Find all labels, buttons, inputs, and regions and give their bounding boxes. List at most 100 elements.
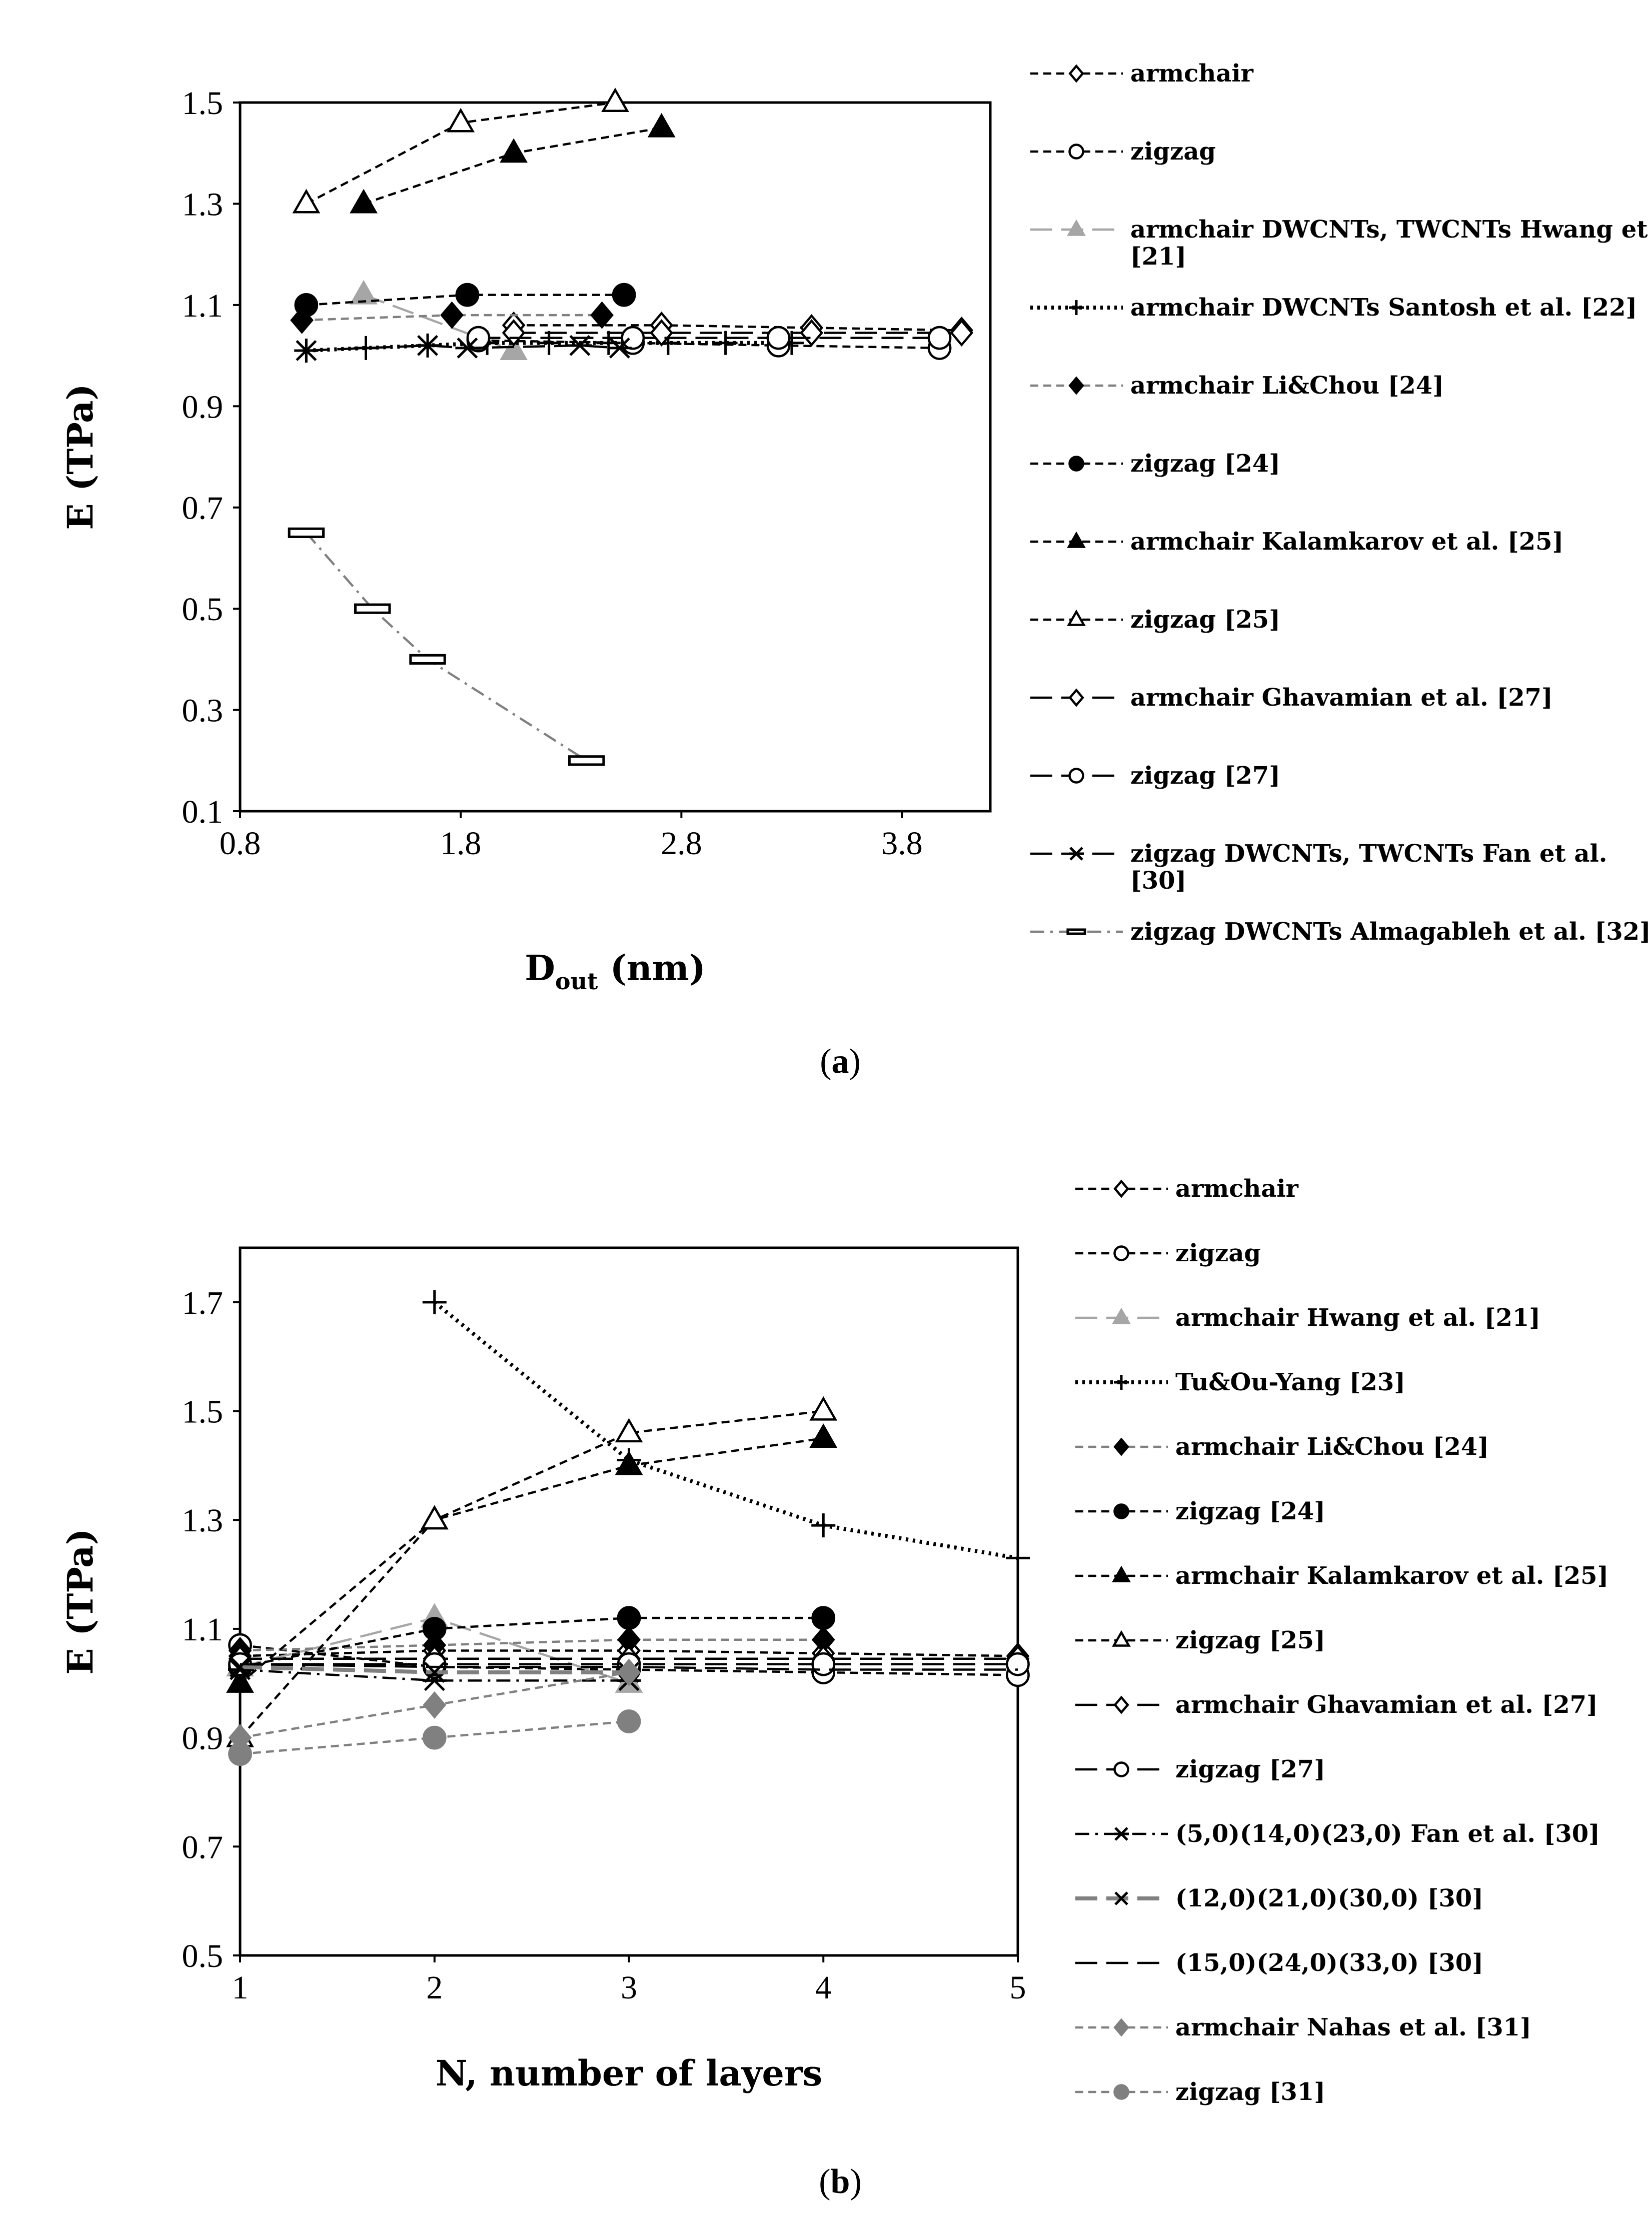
- y-tick-label: 0.1: [182, 794, 224, 830]
- series-line: [478, 339, 940, 350]
- y-tick-label: 1.1: [182, 288, 224, 324]
- series-line: [305, 532, 587, 762]
- data-point: [568, 335, 592, 356]
- chart-caption: (a): [820, 1042, 861, 1081]
- x-tick-label: 1.8: [440, 825, 482, 862]
- chart-caption: (b): [819, 2162, 862, 2201]
- legend-entry: armchair Kalamkarov et al. [25]: [1030, 528, 1563, 556]
- legend-label: armchair Nahas et al. [31]: [1175, 2013, 1531, 2041]
- data-point: [422, 1725, 447, 1750]
- legend-entry: zigzag: [1030, 138, 1216, 166]
- data-point: [422, 1652, 447, 1676]
- legend-label: armchair Li&Chou [24]: [1130, 372, 1444, 400]
- data-point: [423, 1691, 447, 1719]
- data-point: [230, 1656, 251, 1678]
- legend-marker: [1068, 688, 1084, 707]
- legend-entry: armchair: [1030, 60, 1254, 88]
- series-line: [240, 1668, 629, 1682]
- data-point: [500, 138, 528, 163]
- legend-label: armchair Hwang et al. [21]: [1175, 1304, 1540, 1332]
- legend-entry: armchair Li&Chou [24]: [1030, 372, 1444, 400]
- data-point: [422, 1290, 447, 1314]
- chart-a: 0.8 1.8 2.8 3.8 0.1 0.3 0.5 0.7 0.9 1.1 1.3 1.5 E (T…: [60, 60, 1652, 1081]
- data-point: [766, 326, 791, 350]
- data-point: [1006, 1652, 1030, 1676]
- legend-entry: armchair Ghavamian et al. [27]: [1075, 1691, 1598, 1719]
- legend-entry: zigzag [25]: [1030, 606, 1280, 634]
- legend-label: armchair Kalamkarov et al. [25]: [1130, 528, 1563, 556]
- series-zigzag-31: [228, 1709, 641, 1766]
- series-12-0-21-0-30-0-30: [230, 1656, 640, 1683]
- legend-label: armchair Li&Chou [24]: [1175, 1433, 1489, 1461]
- legend-label: zigzag DWCNTs Almagableh et al. [32]: [1130, 918, 1651, 946]
- legend-marker: [1114, 1891, 1128, 1905]
- legend-label: armchair Ghavamian et al. [27]: [1175, 1691, 1598, 1719]
- legend-label: armchair Kalamkarov et al. [25]: [1175, 1562, 1608, 1590]
- data-point: [650, 319, 674, 347]
- legend-label: (15,0)(24,0)(33,0) [30]: [1175, 1949, 1483, 1977]
- legend-label: armchair DWCNTs Santosh et al. [22]: [1130, 294, 1637, 322]
- legend-label: armchair DWCNTs, TWCNTs Hwang et al. [21]: [1130, 216, 1652, 271]
- legend-entry: zigzag [27]: [1030, 762, 1280, 790]
- y-tick-label: 1.3: [182, 1502, 224, 1539]
- legend-entry: zigzag [31]: [1075, 2078, 1325, 2106]
- legend-label: zigzag [27]: [1130, 762, 1280, 790]
- x-tick-label: 1: [232, 1969, 249, 2006]
- legend-label: zigzag [27]: [1175, 1755, 1325, 1783]
- series-zigzag-25: [226, 1396, 838, 1747]
- legend-entry: armchair: [1075, 1175, 1299, 1203]
- legend-entry: zigzag [24]: [1075, 1497, 1325, 1525]
- data-point: [607, 337, 632, 359]
- data-point: [596, 331, 621, 355]
- data-point: [612, 283, 636, 307]
- data-point: [354, 603, 391, 614]
- data-point: [590, 301, 614, 329]
- series-zigzag-24: [294, 283, 636, 317]
- data-point: [811, 1652, 836, 1676]
- legend-entry: armchair Li&Chou [24]: [1075, 1433, 1489, 1461]
- legend-marker: [1113, 1437, 1129, 1456]
- data-point: [294, 340, 319, 361]
- y-tick-label: 0.9: [182, 389, 224, 425]
- series-tu-ou-yang-23: [422, 1290, 1030, 1570]
- data-point: [927, 326, 952, 350]
- series-line: [433, 1300, 1018, 1560]
- legend-marker: [1112, 1565, 1131, 1582]
- legend-marker: [1067, 531, 1086, 548]
- legend-label: Tu&Ou-Yang [23]: [1175, 1368, 1405, 1396]
- legend-label: zigzag [24]: [1175, 1497, 1325, 1525]
- y-tick-label: 1.5: [182, 1394, 224, 1430]
- series-zigzag: [466, 328, 952, 360]
- data-point: [621, 326, 645, 350]
- series-zigzag-25: [292, 88, 629, 214]
- data-point: [409, 654, 446, 665]
- y-axis-label: E (TPa): [60, 1528, 101, 1674]
- data-point: [288, 527, 325, 538]
- series-line: [363, 127, 662, 205]
- legend-entry: armchair Kalamkarov et al. [25]: [1075, 1562, 1608, 1590]
- y-tick-label: 1.7: [182, 1285, 224, 1321]
- data-point: [422, 1617, 447, 1641]
- legend-entry: zigzag DWCNTs Almagableh et al. [32]: [1030, 918, 1651, 946]
- plot-area-b: [239, 1246, 1019, 1957]
- y-tick-label: 1.3: [182, 186, 224, 223]
- legend-marker: [1113, 1695, 1129, 1714]
- legend-label: zigzag DWCNTs, TWCNTs Fan et al. [30]: [1130, 840, 1607, 895]
- legend-marker: [1069, 300, 1084, 315]
- data-point: [809, 1423, 838, 1448]
- series-armchair-ghavamian-et-al-27: [502, 319, 974, 347]
- x-tick-label: 0.8: [220, 825, 261, 862]
- data-point: [713, 331, 738, 355]
- legend-marker: [1114, 1375, 1129, 1390]
- data-point: [601, 88, 629, 113]
- data-point: [455, 283, 480, 307]
- series-line: [239, 1410, 824, 1739]
- legend-label: armchair: [1175, 1175, 1299, 1203]
- series-line: [240, 1638, 824, 1652]
- legend-marker: [1067, 219, 1086, 236]
- legend-label: zigzag [25]: [1130, 606, 1280, 634]
- data-point: [811, 1606, 836, 1630]
- legend-label: armchair: [1130, 60, 1254, 88]
- legend-marker: [1113, 1503, 1129, 1519]
- legend-marker: [1068, 64, 1084, 83]
